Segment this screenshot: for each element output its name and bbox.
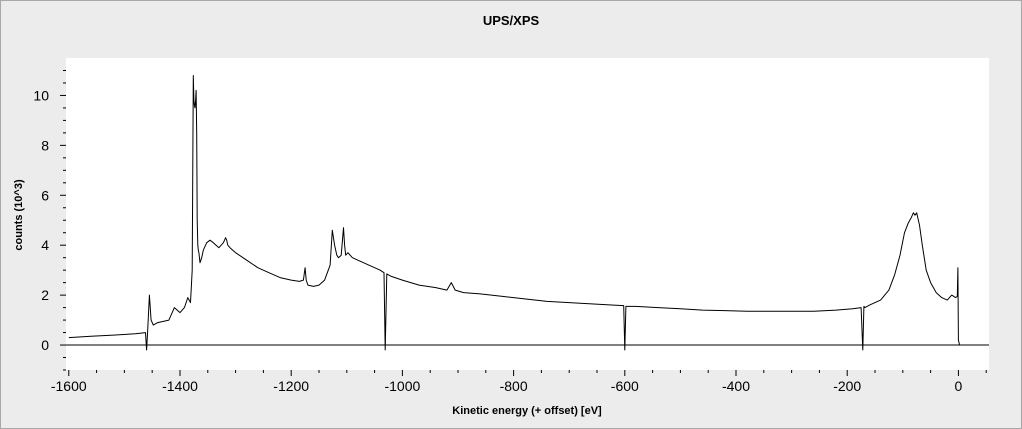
x-tick-label: 0 [955,378,963,394]
y-tick-label: 4 [41,237,49,253]
spectrum-line [68,75,962,351]
x-tick-label: -600 [611,378,639,394]
y-tick-label: 0 [41,337,49,353]
y-axis-label: counts (10^3) [13,179,25,251]
x-tick-label: -1600 [51,378,87,394]
x-axis: -1600 -1400 -1200 -1000 -800 -600 -400 -200 0 [51,370,987,394]
x-axis-label: Kinetic energy (+ offset) [eV] [452,405,602,417]
y-tick-label: 8 [41,137,49,153]
plot-area [66,58,989,370]
x-tick-label: -400 [722,378,750,394]
chart-title: UPS/XPS [483,13,540,28]
x-tick-label: -1000 [384,378,420,394]
x-tick-label: -200 [833,378,861,394]
y-axis: 0 2 4 6 8 10 [33,69,66,371]
x-tick-label: -1400 [162,378,198,394]
y-tick-label: 10 [33,87,49,103]
x-tick-label: -1200 [273,378,309,394]
y-tick-label: 6 [41,187,49,203]
series-layer [68,75,962,351]
x-tick-label: -800 [500,378,528,394]
y-tick-label: 2 [41,287,49,303]
